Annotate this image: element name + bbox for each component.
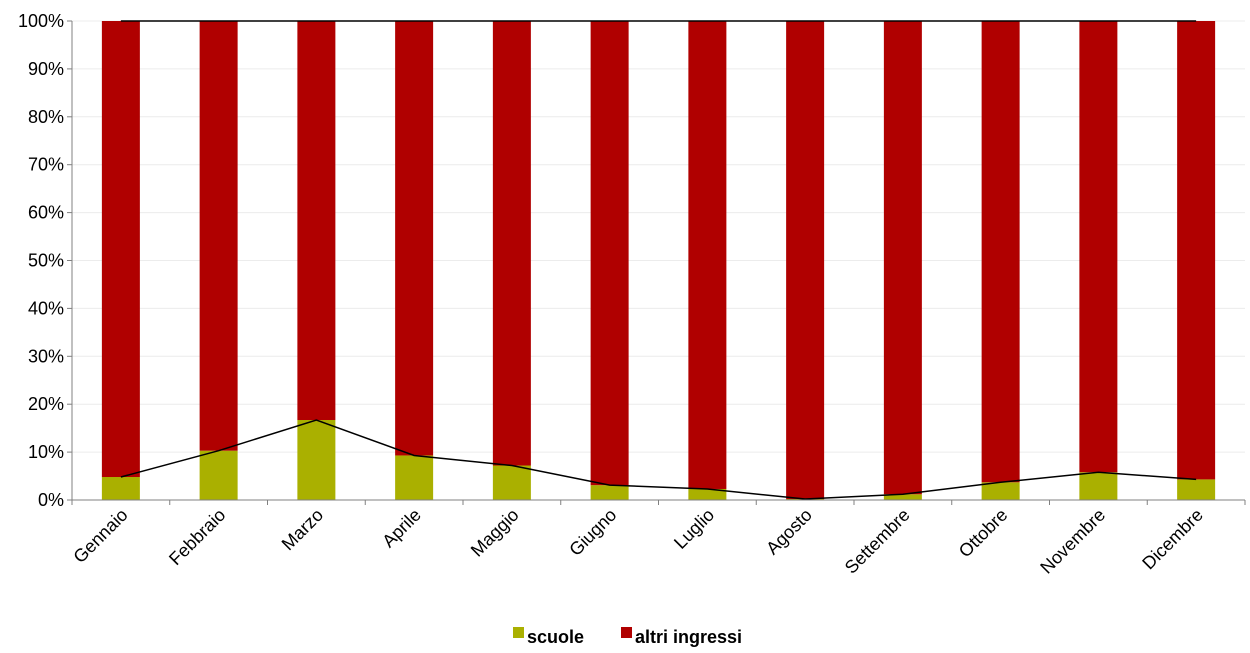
y-tick-label: 40% <box>28 298 64 318</box>
legend-label-scuole: scuole <box>527 627 584 647</box>
y-tick-label: 60% <box>28 203 64 223</box>
y-tick-label: 10% <box>28 442 64 462</box>
x-tick-label: Dicembre <box>1138 505 1207 574</box>
bar-scuole-aprile <box>395 455 434 500</box>
bar-scuole-ottobre <box>981 482 1020 500</box>
bars <box>101 21 1216 500</box>
axes <box>67 20 1246 505</box>
bar-scuole-gennaio <box>101 477 140 500</box>
bar-altri-ingressi-novembre <box>1079 21 1118 473</box>
y-tick-label: 30% <box>28 346 64 366</box>
bar-altri-ingressi-marzo <box>297 21 336 421</box>
y-tick-label: 100% <box>18 11 64 31</box>
bar-scuole-maggio <box>492 465 531 500</box>
bar-altri-ingressi-agosto <box>786 21 825 500</box>
bar-altri-ingressi-luglio <box>688 21 727 489</box>
legend: scuole altri ingressi <box>513 627 742 647</box>
x-tick-label: Gennaio <box>69 505 131 567</box>
y-tick-label: 90% <box>28 59 64 79</box>
x-tick-label: Luglio <box>670 505 718 553</box>
bar-altri-ingressi-aprile <box>395 21 434 456</box>
x-tick-label: Agosto <box>762 505 816 559</box>
bar-altri-ingressi-febbraio <box>199 21 238 451</box>
y-tick-label: 0% <box>38 490 64 510</box>
y-tick-labels: 0% 10% 20% 30% 40% 50% 60% 70% 80% 90% 100% <box>18 11 64 510</box>
y-tick-label: 70% <box>28 155 64 175</box>
bar-altri-ingressi-settembre <box>883 21 922 495</box>
bar-scuole-febbraio <box>199 450 238 500</box>
legend-swatch-altri-ingressi <box>621 627 632 638</box>
x-tick-label: Maggio <box>467 505 523 561</box>
bar-scuole-novembre <box>1079 472 1118 500</box>
bar-scuole-marzo <box>297 420 336 500</box>
x-tick-label: Aprile <box>378 505 425 552</box>
bar-altri-ingressi-maggio <box>492 21 531 466</box>
x-tick-label: Ottobre <box>955 505 1012 562</box>
x-tick-label: Novembre <box>1036 505 1109 578</box>
x-tick-label: Febbraio <box>165 505 229 569</box>
x-tick-labels: Gennaio Febbraio Marzo Aprile Maggio Giugno Lu… <box>69 505 1207 578</box>
x-tick-label: Settembre <box>841 505 914 578</box>
series-lines <box>120 20 1197 500</box>
bar-scuole-giugno <box>590 485 629 500</box>
bar-scuole-luglio <box>688 488 727 500</box>
bar-altri-ingressi-gennaio <box>101 21 140 478</box>
gridlines <box>72 20 1245 501</box>
x-tick-label: Marzo <box>278 505 328 555</box>
bar-scuole-settembre <box>883 494 922 500</box>
y-tick-label: 50% <box>28 251 64 271</box>
y-tick-label: 20% <box>28 394 64 414</box>
bar-scuole-dicembre <box>1177 479 1216 500</box>
x-tick-label: Giugno <box>565 505 620 560</box>
y-tick-label: 80% <box>28 107 64 127</box>
series-line-scuole <box>120 419 1197 500</box>
legend-label-altri-ingressi: altri ingressi <box>635 627 742 647</box>
bar-altri-ingressi-giugno <box>590 21 629 486</box>
bar-altri-ingressi-dicembre <box>1177 21 1216 480</box>
legend-swatch-scuole <box>513 627 524 638</box>
bar-altri-ingressi-ottobre <box>981 21 1020 483</box>
